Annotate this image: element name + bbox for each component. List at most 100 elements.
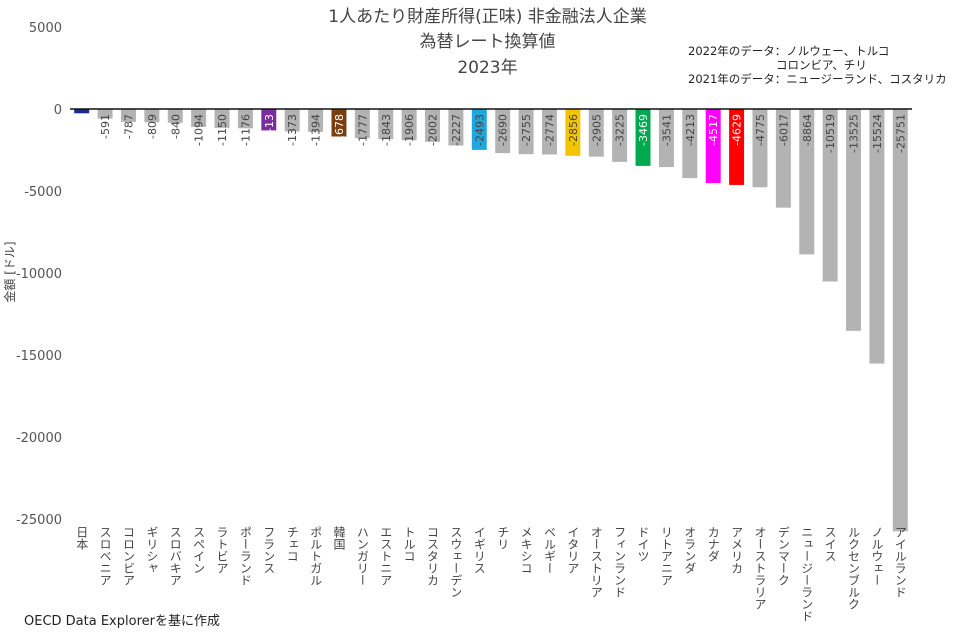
category-label: ノルウェー bbox=[870, 526, 884, 586]
bar bbox=[237, 109, 253, 129]
bar-value-label: -1777 bbox=[356, 114, 369, 146]
category-label: ニュージーランド bbox=[800, 526, 814, 622]
category-label: アイルランド bbox=[893, 526, 907, 598]
bar-value-label: -3225 bbox=[614, 114, 627, 146]
y-tick-label: -5000 bbox=[24, 185, 62, 200]
category-label: スペイン bbox=[192, 526, 206, 574]
bar bbox=[729, 109, 745, 185]
bar-value-label: -25751 bbox=[894, 114, 907, 153]
bar bbox=[191, 109, 207, 127]
chart-title-line-1: 1人あたり財産所得(正味) 非金融法人企業 bbox=[328, 7, 647, 27]
data-note-2022-cont: コロンビア、チリ bbox=[776, 58, 867, 72]
bar-value-label: -4517 bbox=[707, 114, 720, 146]
category-label: スイス bbox=[823, 526, 837, 562]
category-label: オーストラリア bbox=[753, 526, 767, 610]
bar-value-label: -840 bbox=[169, 114, 182, 139]
bar bbox=[846, 109, 862, 331]
category-label: オランダ bbox=[683, 526, 697, 574]
bar bbox=[682, 109, 698, 179]
bar-value-label: -1373 bbox=[286, 114, 299, 146]
bar-value-label: -1678 bbox=[333, 114, 346, 146]
category-label: イタリア bbox=[566, 526, 580, 574]
bar-value-label: -787 bbox=[122, 114, 135, 139]
bar-value-label: -10519 bbox=[824, 114, 837, 153]
bar bbox=[97, 109, 113, 119]
bar bbox=[401, 109, 417, 141]
category-label: ルクセンブルク bbox=[847, 526, 861, 610]
bar bbox=[308, 109, 324, 132]
bar bbox=[167, 109, 183, 123]
bar-value-label: -1176 bbox=[239, 114, 252, 146]
bar bbox=[378, 109, 394, 140]
category-label: ドイツ bbox=[636, 526, 650, 562]
bar-value-label: -3469 bbox=[637, 114, 650, 146]
category-label: チリ bbox=[496, 526, 510, 550]
bar bbox=[425, 109, 441, 142]
bar-value-label: -1906 bbox=[403, 114, 416, 146]
category-label: ポーランド bbox=[238, 526, 252, 586]
category-label: 韓国 bbox=[332, 526, 346, 550]
y-tick-label: -20000 bbox=[16, 431, 62, 446]
bar bbox=[331, 109, 347, 137]
bar-value-label: -1094 bbox=[193, 114, 206, 146]
bar-value-label: -2493 bbox=[473, 114, 486, 146]
source-note: OECD Data Explorerを基に作成 bbox=[24, 614, 220, 629]
y-tick-label: 0 bbox=[54, 103, 62, 118]
bar-value-label: -809 bbox=[146, 114, 159, 139]
category-label: スロベニア bbox=[98, 526, 112, 586]
bar-value-label: -1843 bbox=[380, 114, 393, 146]
bar bbox=[565, 109, 581, 156]
y-tick-label: -25000 bbox=[16, 513, 62, 528]
bar-value-label: -1150 bbox=[216, 114, 229, 146]
category-label: 日本 bbox=[75, 526, 89, 551]
category-label: トルコ bbox=[402, 526, 416, 562]
bar bbox=[822, 109, 838, 282]
bar bbox=[799, 109, 815, 255]
bar bbox=[495, 109, 511, 154]
bar bbox=[120, 109, 136, 122]
bar bbox=[518, 109, 534, 155]
bar-value-label: -2227 bbox=[450, 114, 463, 146]
category-label: ハンガリー bbox=[355, 526, 369, 586]
bar-value-label: -13 bbox=[263, 114, 276, 132]
bar-value-label: -591 bbox=[99, 114, 112, 139]
bar-value-label: -4775 bbox=[754, 114, 767, 146]
bar bbox=[892, 109, 908, 532]
bar bbox=[588, 109, 604, 157]
category-label: メキシコ bbox=[519, 526, 533, 574]
category-label: カナダ bbox=[706, 526, 720, 562]
bar-value-label: -1394 bbox=[310, 114, 323, 146]
bar bbox=[541, 109, 557, 155]
category-label: リトアニア bbox=[659, 526, 673, 586]
bar-value-label: -8864 bbox=[801, 114, 814, 146]
chart-title-line-2: 為替レート換算値 bbox=[419, 32, 556, 52]
data-note-2022: 2022年のデータ：ノルウェー、トルコ bbox=[688, 44, 890, 58]
category-label: エストニア bbox=[379, 526, 393, 586]
bar-value-label: -15524 bbox=[871, 114, 884, 153]
bar bbox=[775, 109, 791, 208]
category-label: イギリス bbox=[472, 526, 486, 574]
bar-value-label: -263 bbox=[76, 114, 89, 139]
category-label: スロバキア bbox=[168, 526, 182, 586]
bar-value-label: -2856 bbox=[567, 114, 580, 146]
y-axis-label: 金額 [ドル] bbox=[2, 241, 17, 302]
chart-title-line-3: 2023年 bbox=[457, 58, 518, 78]
category-label: デンマーク bbox=[776, 526, 790, 586]
data-note-2021: 2021年のデータ：ニュージーランド、コスタリカ bbox=[688, 72, 947, 86]
category-label: コスタリカ bbox=[426, 526, 440, 586]
bar-value-label: -2905 bbox=[590, 114, 603, 146]
bar bbox=[635, 109, 651, 166]
bar-value-label: -2774 bbox=[543, 114, 556, 146]
bar bbox=[261, 109, 277, 131]
y-tick-label: -15000 bbox=[16, 349, 62, 364]
bar-value-label: -6017 bbox=[777, 114, 790, 146]
bar-value-label: -2002 bbox=[427, 114, 440, 146]
category-label: アメリカ bbox=[730, 526, 744, 574]
bar bbox=[658, 109, 674, 168]
bar bbox=[612, 109, 628, 162]
bar-value-label: -2690 bbox=[497, 114, 510, 146]
category-label: コロンビア bbox=[121, 526, 135, 586]
category-label: スウェーデン bbox=[449, 526, 463, 598]
category-label: ギリシャ bbox=[145, 526, 159, 574]
